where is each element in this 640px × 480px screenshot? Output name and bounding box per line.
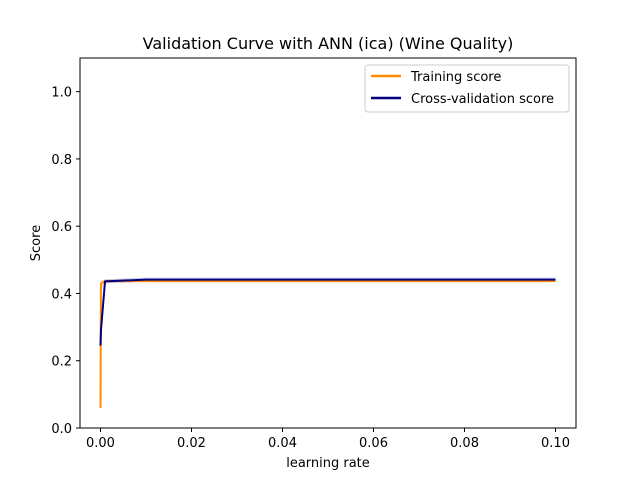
y-axis-label: Score <box>29 225 44 261</box>
plot-frame <box>79 57 577 429</box>
x-axis-ticks: 0.00 0.02 0.04 0.06 0.08 0.10 <box>86 428 570 451</box>
y-tick-label: 0.8 <box>51 153 72 168</box>
x-tick-label: 0.06 <box>359 436 388 451</box>
x-tick-label: 0.02 <box>177 436 206 451</box>
y-tick-label: 0.0 <box>51 422 72 437</box>
series-lines <box>99 278 556 408</box>
legend-box <box>364 64 570 113</box>
series-line-0 <box>99 280 556 408</box>
series-line-1 <box>99 278 556 346</box>
x-axis-label: learning rate <box>286 456 370 471</box>
confidence-bands <box>100 277 556 412</box>
y-tick-label: 1.0 <box>51 86 72 101</box>
legend-label-cross-validation: Cross-validation score <box>411 92 554 107</box>
y-tick-label: 0.4 <box>51 287 72 302</box>
band-0 <box>100 279 556 412</box>
x-tick-label: 0.08 <box>450 436 479 451</box>
y-tick-label: 0.6 <box>51 220 72 235</box>
x-tick-label: 0.10 <box>541 436 570 451</box>
legend-label-training: Training score <box>410 70 501 85</box>
y-axis-ticks: 0.0 0.2 0.4 0.6 0.8 1.0 <box>51 86 80 437</box>
y-tick-label: 0.2 <box>51 355 72 370</box>
legend: Training score Cross-validation score <box>364 64 570 113</box>
x-tick-label: 0.04 <box>268 436 297 451</box>
chart-title: Validation Curve with ANN (ica) (Wine Qu… <box>143 34 514 53</box>
band-1 <box>100 277 556 348</box>
x-tick-label: 0.00 <box>86 436 115 451</box>
